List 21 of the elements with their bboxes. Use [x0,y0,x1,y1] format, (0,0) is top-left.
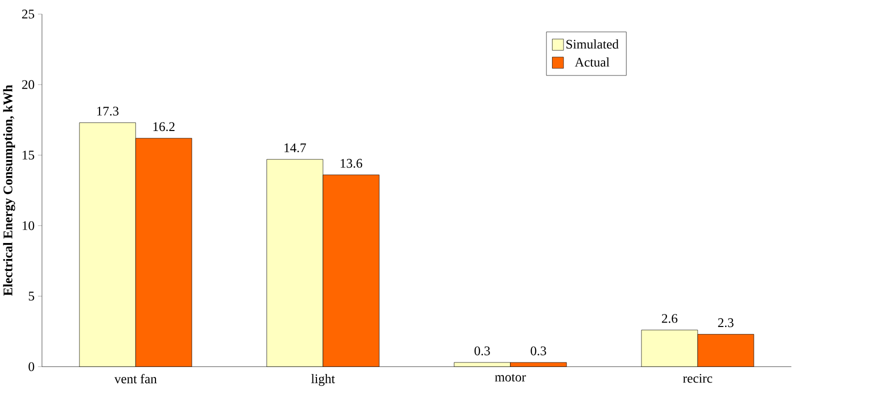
data-label: 0.3 [530,346,546,356]
x-tick-label: motor [494,374,526,382]
data-label: 2.6 [662,314,678,324]
y-tick-label: 20 [22,80,34,90]
data-label: 17.3 [97,106,119,116]
data-label: 0.3 [474,346,490,356]
data-label: 16.2 [153,122,174,132]
x-tick-label: recirc [683,374,712,384]
y-tick-label: 25 [22,10,34,19]
x-tick-label: light [311,374,335,386]
y-tick-label: 10 [22,221,34,230]
y-tick-label: 0 [28,362,34,372]
data-label: 14.7 [284,144,306,153]
data-label: 13.6 [340,159,362,168]
x-tick-label: vent fan [114,374,157,384]
legend-label: Actual [574,58,610,67]
y-tick-label: 5 [28,292,34,301]
data-label: 2.3 [718,318,734,328]
y-axis-title: Electrical Energy Consumption, kWh [3,85,16,296]
legend-label: Simulated [566,40,619,49]
y-tick-label: 15 [22,150,34,160]
